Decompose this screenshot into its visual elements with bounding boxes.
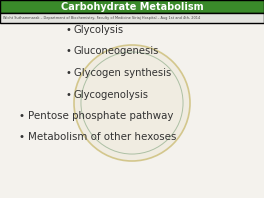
FancyBboxPatch shape (0, 13, 264, 23)
Text: Gluconeogenesis: Gluconeogenesis (74, 47, 159, 56)
Text: Wicht Suthammarak – Department of Biochemistry, Faculty of Medicine Siriaj Hospi: Wicht Suthammarak – Department of Bioche… (3, 16, 200, 20)
FancyBboxPatch shape (0, 0, 264, 13)
Text: •: • (19, 111, 25, 121)
Text: Glycolysis: Glycolysis (74, 25, 124, 35)
Text: Pentose phosphate pathway: Pentose phosphate pathway (28, 111, 173, 121)
Text: Glycogen synthesis: Glycogen synthesis (74, 68, 171, 78)
Text: •: • (65, 47, 71, 56)
Circle shape (74, 45, 190, 161)
Text: Carbohydrate Metabolism: Carbohydrate Metabolism (61, 2, 203, 11)
Text: •: • (65, 89, 71, 100)
Text: Metabolism of other hexoses: Metabolism of other hexoses (28, 132, 176, 143)
Text: Glycogenolysis: Glycogenolysis (74, 89, 149, 100)
Text: •: • (65, 25, 71, 35)
Text: •: • (19, 132, 25, 143)
Text: •: • (65, 68, 71, 78)
